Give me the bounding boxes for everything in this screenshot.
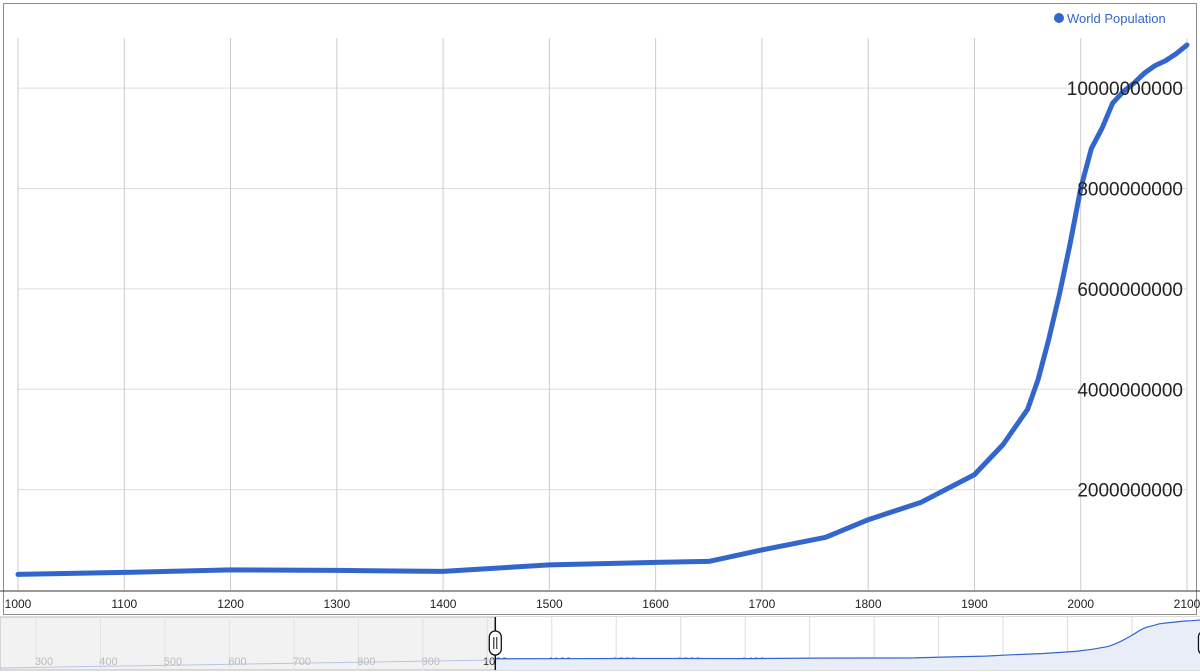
x-tick-label: 1800 bbox=[855, 597, 882, 611]
legend[interactable]: World Population bbox=[1054, 11, 1166, 26]
series-line-world-population bbox=[15, 42, 1190, 577]
navigator-line bbox=[495, 619, 1200, 660]
x-tick-label: 1400 bbox=[430, 597, 457, 611]
range-handle-grip[interactable] bbox=[488, 630, 502, 656]
navigator-tick-label: 900 bbox=[422, 656, 440, 668]
x-tick-label: 1500 bbox=[536, 597, 563, 611]
navigator-tick-label: 600 bbox=[228, 656, 246, 668]
x-tick-label: 1300 bbox=[323, 597, 350, 611]
y-tick-label: 10000000000 bbox=[1067, 79, 1183, 100]
x-tick-label: 1000 bbox=[5, 597, 32, 611]
chart-frame bbox=[3, 3, 1197, 615]
navigator-area bbox=[495, 619, 1200, 670]
range-handle-left[interactable] bbox=[488, 617, 502, 670]
x-tick-label: 1700 bbox=[749, 597, 776, 611]
x-tick-label: 1600 bbox=[642, 597, 669, 611]
navigator-tick-label: 400 bbox=[99, 656, 117, 668]
x-tick-label: 2000 bbox=[1067, 597, 1094, 611]
y-tick-label: 2000000000 bbox=[1077, 481, 1183, 502]
navigator-tick-label: 700 bbox=[293, 656, 311, 668]
x-tick-label: 1200 bbox=[217, 597, 244, 611]
legend-label: World Population bbox=[1067, 11, 1166, 26]
x-tick-label: 1900 bbox=[961, 597, 988, 611]
legend-marker bbox=[1054, 13, 1064, 23]
y-tick-label: 6000000000 bbox=[1077, 280, 1183, 301]
y-tick-label: 8000000000 bbox=[1077, 180, 1183, 201]
y-tick-label: 4000000000 bbox=[1077, 380, 1183, 401]
navigator-line-faint bbox=[0, 659, 496, 669]
navigator-tick-label: 300 bbox=[35, 656, 53, 668]
navigator-tick-label: 500 bbox=[164, 656, 182, 668]
x-tick-label: 1100 bbox=[111, 597, 137, 611]
x-tick-label: 2100 bbox=[1174, 597, 1200, 611]
